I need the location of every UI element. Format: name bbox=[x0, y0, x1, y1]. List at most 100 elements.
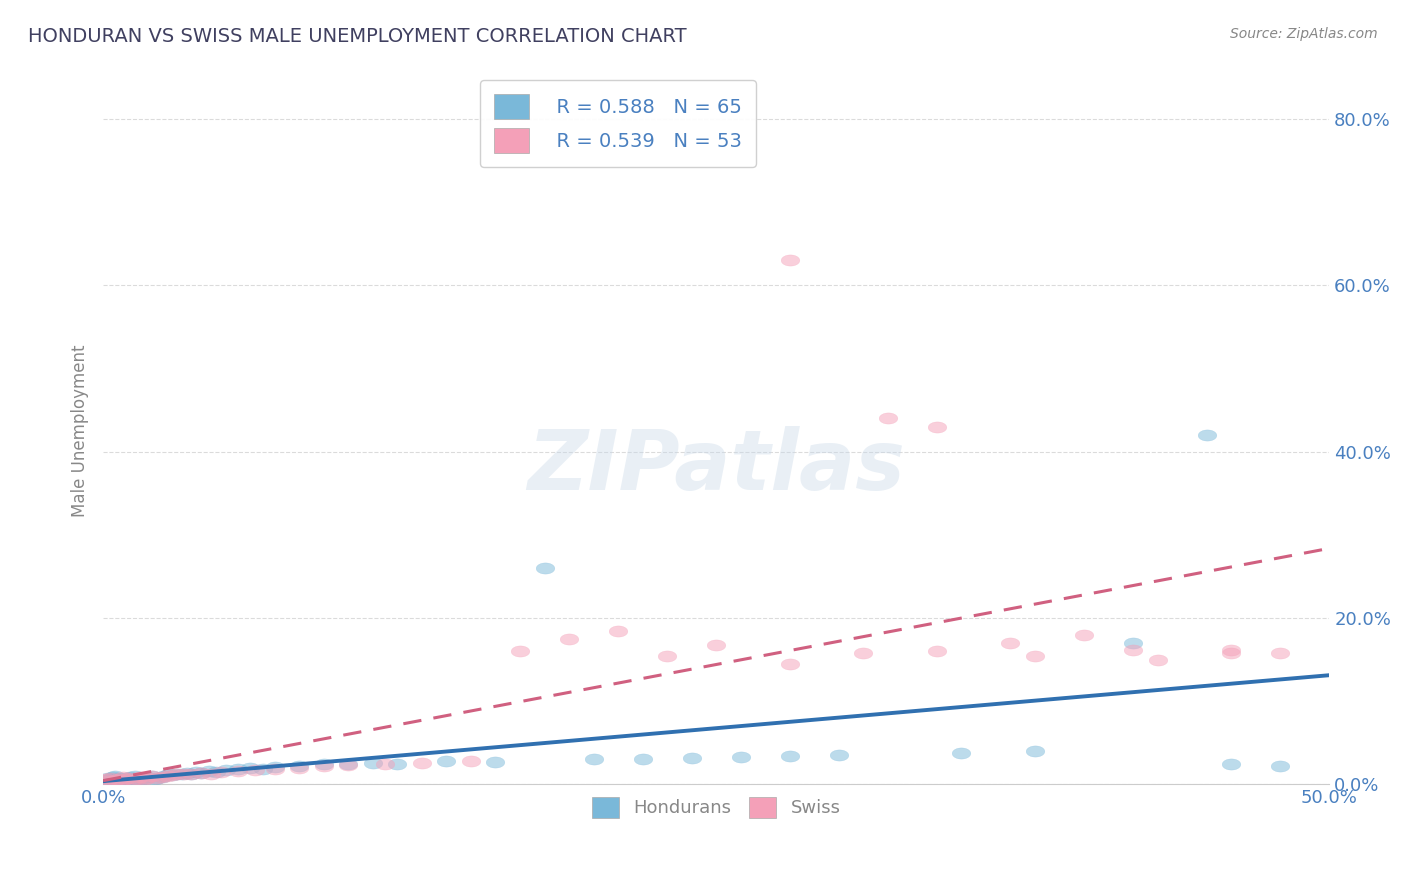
Point bbox=[141, 769, 163, 783]
Point bbox=[1220, 757, 1243, 772]
Point bbox=[288, 761, 311, 775]
Point bbox=[114, 772, 136, 787]
Point bbox=[173, 766, 195, 780]
Point bbox=[110, 775, 132, 789]
Point bbox=[387, 756, 409, 771]
Point bbox=[209, 764, 232, 779]
Point bbox=[114, 773, 136, 788]
Point bbox=[136, 770, 159, 784]
Point bbox=[160, 768, 183, 782]
Point bbox=[197, 764, 219, 778]
Point bbox=[582, 752, 605, 766]
Point bbox=[100, 772, 122, 786]
Point bbox=[117, 771, 139, 785]
Point bbox=[124, 769, 146, 783]
Legend: Hondurans, Swiss: Hondurans, Swiss bbox=[585, 789, 848, 825]
Point bbox=[121, 773, 143, 788]
Point bbox=[101, 770, 124, 784]
Point bbox=[1000, 636, 1022, 650]
Point bbox=[111, 772, 134, 786]
Point bbox=[779, 657, 801, 671]
Point bbox=[681, 751, 703, 765]
Point bbox=[631, 751, 654, 765]
Point bbox=[129, 773, 152, 788]
Point bbox=[127, 772, 149, 786]
Point bbox=[558, 632, 581, 646]
Text: HONDURAN VS SWISS MALE UNEMPLOYMENT CORRELATION CHART: HONDURAN VS SWISS MALE UNEMPLOYMENT CORR… bbox=[28, 27, 686, 45]
Point bbox=[176, 765, 198, 780]
Point bbox=[509, 644, 531, 658]
Point bbox=[252, 762, 274, 776]
Y-axis label: Male Unemployment: Male Unemployment bbox=[72, 344, 89, 517]
Point bbox=[1024, 648, 1046, 663]
Point bbox=[104, 773, 127, 788]
Point bbox=[243, 764, 266, 778]
Point bbox=[312, 756, 335, 771]
Point bbox=[950, 746, 973, 760]
Point bbox=[166, 767, 188, 781]
Point bbox=[107, 771, 129, 785]
Point bbox=[374, 756, 396, 771]
Point bbox=[1122, 636, 1144, 650]
Point bbox=[97, 775, 120, 789]
Point bbox=[111, 770, 134, 784]
Point bbox=[263, 760, 285, 774]
Point bbox=[100, 771, 122, 785]
Point bbox=[101, 772, 124, 787]
Text: Source: ZipAtlas.com: Source: ZipAtlas.com bbox=[1230, 27, 1378, 41]
Point bbox=[779, 253, 801, 268]
Point bbox=[337, 757, 360, 772]
Point bbox=[607, 624, 630, 638]
Point bbox=[779, 749, 801, 764]
Point bbox=[190, 765, 212, 780]
Point bbox=[120, 770, 142, 784]
Point bbox=[166, 766, 188, 780]
Point bbox=[104, 773, 127, 788]
Point bbox=[704, 638, 727, 652]
Point bbox=[1146, 653, 1168, 667]
Point bbox=[131, 771, 153, 785]
Point bbox=[156, 769, 179, 783]
Point bbox=[129, 770, 152, 784]
Point bbox=[160, 768, 183, 782]
Point bbox=[263, 763, 285, 777]
Point bbox=[153, 769, 176, 783]
Point bbox=[361, 756, 384, 770]
Point bbox=[104, 769, 127, 783]
Point bbox=[186, 764, 208, 779]
Point bbox=[146, 771, 169, 785]
Point bbox=[730, 750, 752, 764]
Point bbox=[1122, 642, 1144, 657]
Point bbox=[94, 772, 117, 787]
Point bbox=[1073, 628, 1095, 642]
Point bbox=[127, 772, 149, 786]
Point bbox=[180, 767, 202, 781]
Point bbox=[110, 775, 132, 789]
Point bbox=[1024, 744, 1046, 758]
Point bbox=[141, 769, 163, 783]
Point bbox=[205, 764, 228, 779]
Point bbox=[107, 772, 129, 786]
Point bbox=[337, 758, 360, 772]
Point bbox=[146, 771, 169, 785]
Point bbox=[1220, 646, 1243, 660]
Point bbox=[852, 646, 875, 660]
Point bbox=[876, 411, 898, 425]
Point bbox=[117, 771, 139, 785]
Point bbox=[117, 774, 139, 789]
Point bbox=[94, 773, 117, 788]
Point bbox=[143, 772, 166, 786]
Point bbox=[100, 774, 122, 789]
Point bbox=[657, 648, 679, 663]
Point bbox=[312, 759, 335, 773]
Point bbox=[239, 761, 262, 775]
Point bbox=[288, 759, 311, 773]
Point bbox=[110, 772, 132, 787]
Point bbox=[150, 770, 173, 784]
Text: ZIPatlas: ZIPatlas bbox=[527, 425, 905, 507]
Point bbox=[1270, 646, 1292, 660]
Point bbox=[411, 756, 433, 770]
Point bbox=[157, 767, 180, 781]
Point bbox=[136, 771, 159, 785]
Point bbox=[215, 764, 238, 778]
